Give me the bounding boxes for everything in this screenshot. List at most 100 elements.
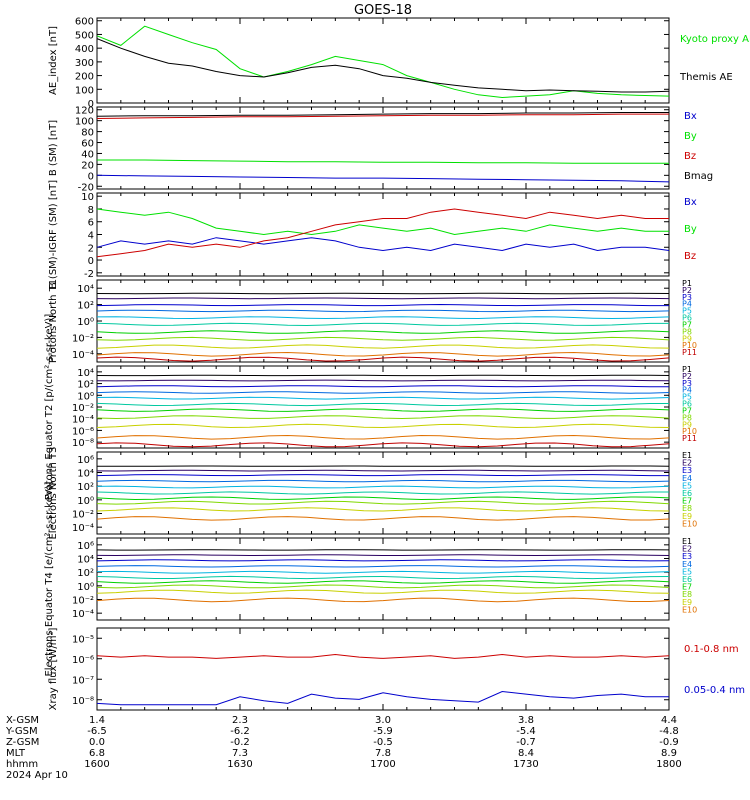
channel-line: [96, 496, 670, 501]
footer-value: -0.5: [373, 737, 393, 748]
legend-label: Bx: [684, 111, 697, 122]
series-line: [96, 38, 670, 93]
y-tick-label: -20: [78, 182, 94, 193]
footer-value: 0.0: [89, 737, 105, 748]
y-tick-label: 40: [81, 149, 94, 160]
y-axis-label: Electrons Equator T4 [e/(cm²-s-sr-keV)]: [44, 481, 55, 676]
y-tick-label: 10⁻⁴: [72, 609, 94, 620]
footer-value: -0.7: [516, 737, 536, 748]
channel-line: [96, 485, 670, 489]
footer-value: -0.2: [230, 737, 250, 748]
y-tick-label: 10⁻⁶: [72, 655, 94, 666]
channel-label: P8: [682, 413, 692, 422]
channel-line: [96, 385, 669, 388]
channel-label: P2: [682, 286, 692, 295]
series-line: [96, 174, 670, 183]
channel-line: [96, 565, 670, 568]
channel-line: [96, 396, 670, 400]
channel-line: [96, 309, 670, 313]
y-tick-label: 20: [81, 160, 94, 171]
footer-value: 8.4: [518, 748, 534, 759]
channel-line: [96, 479, 670, 483]
footer-value: 1630: [227, 759, 252, 770]
channel-line: [96, 316, 670, 320]
y-tick-label: 100: [75, 85, 94, 96]
y-tick-label: 10⁻⁴: [72, 523, 94, 534]
footer-value: 3.8: [518, 715, 534, 726]
panel-frame: [96, 451, 670, 535]
channel-label: E3: [682, 552, 692, 561]
footer-value: 2.3: [232, 715, 248, 726]
channel-label: P9: [682, 334, 692, 343]
y-tick-label: 0: [88, 256, 94, 267]
legend-label: Bz: [684, 151, 696, 162]
channel-line: [96, 469, 670, 472]
channel-label: E6: [682, 489, 692, 498]
footer-value: 1700: [370, 759, 395, 770]
footer-value: 7.3: [232, 748, 248, 759]
channel-label: P7: [682, 406, 692, 415]
channel-label: E10: [682, 519, 697, 528]
footer-value: 6.8: [89, 748, 105, 759]
y-tick-label: 10⁰: [77, 391, 94, 402]
channel-label: E4: [682, 474, 692, 483]
y-tick-label: 10⁻²: [72, 403, 94, 414]
panel-frame: [96, 279, 670, 363]
y-tick-label: 10⁻⁶: [72, 426, 94, 437]
footer-value: 1.4: [89, 715, 105, 726]
channel-label: E1: [682, 451, 692, 460]
footer-value: 8.9: [661, 748, 677, 759]
channel-line: [96, 559, 670, 562]
channel-line: [96, 554, 670, 557]
channel-label: E3: [682, 466, 692, 475]
channel-line: [96, 391, 670, 394]
footer-row-label: 2024 Apr 10: [6, 770, 68, 781]
y-tick-label: 10⁰: [77, 496, 94, 507]
y-tick-label: 200: [75, 72, 94, 83]
channel-label: P7: [682, 320, 692, 329]
legend-label: 0.1-0.8 nm: [684, 644, 739, 655]
series-line: [97, 159, 669, 164]
plot-title: GOES-18: [354, 3, 412, 18]
legend-label: Kyoto proxy AE: [680, 34, 750, 45]
channel-line: [96, 500, 670, 505]
y-tick-label: 10⁴: [77, 469, 94, 480]
footer-value: 1800: [656, 759, 681, 770]
y-tick-label: 400: [75, 44, 94, 55]
y-tick-label: 10⁴: [77, 284, 94, 295]
channel-label: P1: [682, 365, 692, 374]
legend-label: Bmag: [684, 171, 713, 182]
footer-row-label: Z-GSM: [6, 737, 39, 748]
channel-label: P6: [682, 314, 692, 323]
channel-line: [96, 516, 670, 521]
channel-line: [96, 408, 670, 412]
y-tick-label: 10²: [77, 301, 94, 312]
y-tick-label: 10²: [77, 482, 94, 493]
y-tick-label: 4: [88, 231, 94, 242]
series-line: [96, 25, 670, 99]
channel-label: E2: [682, 545, 692, 554]
channel-line: [96, 491, 669, 495]
channel-line: [96, 434, 670, 440]
series-line: [96, 208, 669, 236]
channel-label: E2: [682, 459, 692, 468]
y-tick-label: 10⁴: [77, 555, 94, 566]
series-line: [96, 208, 669, 258]
y-tick-label: 6: [88, 218, 94, 229]
y-axis-label: Protons North T1: [48, 279, 59, 363]
channel-label: P9: [682, 420, 692, 429]
channel-label: P11: [682, 348, 697, 357]
channel-label: E4: [682, 560, 692, 569]
series-line: [96, 237, 670, 252]
panel-7: 10⁻⁴ 10⁻² 10⁰ 10² 10⁴ 10⁶ Electrons Equator T4…: [44, 481, 697, 676]
footer-value: -5.9: [373, 726, 393, 737]
channel-line: [96, 379, 670, 382]
panel-8: 10⁻⁸ 10⁻⁷ 10⁻⁶ 10⁻⁵ Xray flux [W/m²] 0.1-0.8 …: [48, 627, 745, 711]
channel-line: [96, 356, 670, 362]
y-axis-label: Xray flux [W/m²]: [48, 628, 59, 711]
